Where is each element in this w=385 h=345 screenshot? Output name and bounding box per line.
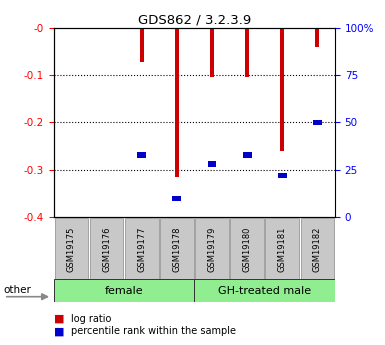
Text: GSM19178: GSM19178 bbox=[172, 227, 181, 272]
Bar bbox=[172, 196, 181, 201]
Bar bbox=[278, 173, 287, 178]
Bar bbox=[301, 218, 334, 280]
Title: GDS862 / 3.2.3.9: GDS862 / 3.2.3.9 bbox=[138, 13, 251, 27]
Bar bbox=[210, 28, 214, 77]
Bar bbox=[230, 218, 264, 280]
Bar bbox=[125, 218, 159, 280]
Text: GSM19177: GSM19177 bbox=[137, 227, 146, 272]
Text: other: other bbox=[4, 286, 32, 295]
Bar bbox=[315, 28, 320, 47]
Text: GSM19175: GSM19175 bbox=[67, 227, 76, 272]
Text: GSM19181: GSM19181 bbox=[278, 227, 287, 272]
Bar bbox=[137, 152, 146, 158]
Text: female: female bbox=[105, 286, 144, 296]
Text: GSM19176: GSM19176 bbox=[102, 227, 111, 272]
Text: GSM19179: GSM19179 bbox=[208, 227, 216, 272]
Bar bbox=[55, 218, 88, 280]
Bar bbox=[208, 161, 216, 167]
Bar bbox=[265, 218, 299, 280]
Bar bbox=[54, 279, 194, 302]
Bar bbox=[140, 28, 144, 62]
Bar bbox=[90, 218, 124, 280]
Bar bbox=[280, 28, 285, 151]
Bar bbox=[195, 218, 229, 280]
Text: ■: ■ bbox=[54, 326, 64, 336]
Text: GSM19182: GSM19182 bbox=[313, 227, 322, 272]
Bar bbox=[243, 152, 251, 158]
Text: log ratio: log ratio bbox=[71, 314, 112, 324]
Bar bbox=[313, 120, 322, 125]
Bar bbox=[194, 279, 335, 302]
Text: GH-treated male: GH-treated male bbox=[218, 286, 311, 296]
Text: percentile rank within the sample: percentile rank within the sample bbox=[71, 326, 236, 336]
Bar bbox=[160, 218, 194, 280]
Bar bbox=[245, 28, 249, 77]
Bar bbox=[175, 28, 179, 177]
Text: ■: ■ bbox=[54, 314, 64, 324]
Text: GSM19180: GSM19180 bbox=[243, 227, 252, 272]
